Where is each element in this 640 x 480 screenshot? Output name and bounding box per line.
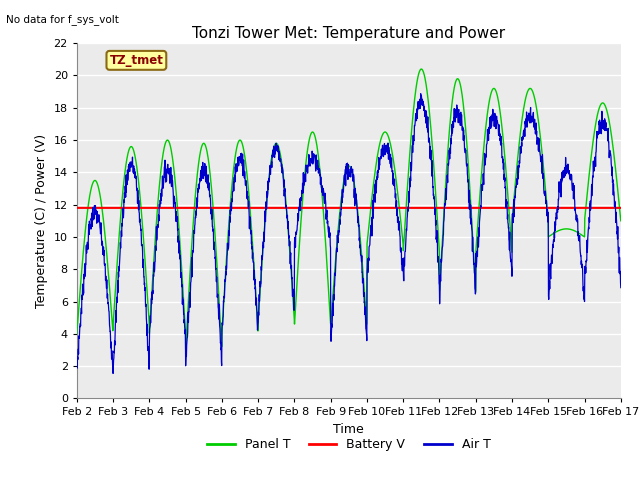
X-axis label: Time: Time: [333, 423, 364, 436]
Y-axis label: Temperature (C) / Power (V): Temperature (C) / Power (V): [35, 134, 48, 308]
Legend: Panel T, Battery V, Air T: Panel T, Battery V, Air T: [202, 433, 495, 456]
Text: No data for f_sys_volt: No data for f_sys_volt: [6, 14, 119, 25]
Text: TZ_tmet: TZ_tmet: [109, 54, 163, 67]
Title: Tonzi Tower Met: Temperature and Power: Tonzi Tower Met: Temperature and Power: [192, 25, 506, 41]
